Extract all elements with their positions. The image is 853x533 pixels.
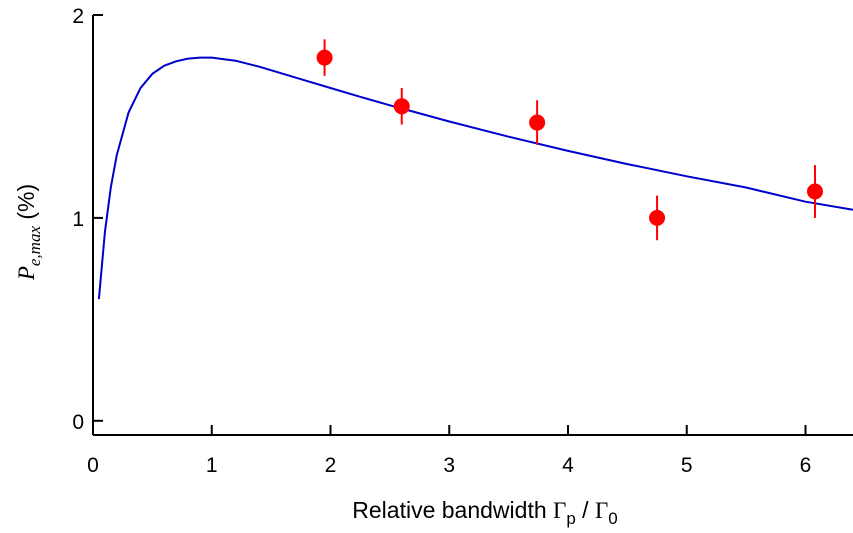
x-tick-label: 1 — [206, 454, 218, 477]
x-tick-label: 4 — [562, 454, 574, 477]
x-axis-label: Relative bandwidth Γp / Γ0 — [352, 497, 617, 528]
y-axis-label: Pe,max (%) — [13, 184, 44, 281]
model-curve-layer — [97, 56, 853, 300]
x-tick-label: 5 — [681, 454, 693, 477]
x-axis-ticks: 0 1 2 3 4 5 6 — [87, 425, 811, 477]
x-tick-label: 2 — [325, 454, 337, 477]
data-point-marker — [529, 114, 546, 131]
y-tick-label: 1 — [72, 208, 84, 231]
data-point-marker — [649, 209, 666, 226]
data-point — [649, 195, 666, 241]
y-label-symbol: P — [14, 266, 39, 281]
data-point-marker — [316, 49, 333, 66]
x-label-separator: / — [576, 497, 595, 523]
y-label-sub: e,max — [25, 226, 44, 267]
y-tick-label: 0 — [72, 411, 84, 434]
x-label-den-symbol: Γ — [595, 498, 608, 523]
data-point-marker — [807, 183, 823, 200]
data-point-marker — [393, 98, 410, 115]
x-label-prefix: Relative bandwidth — [352, 497, 553, 523]
y-label-unit: (%) — [13, 184, 39, 226]
data-point — [807, 165, 823, 218]
x-label-den-sub: 0 — [608, 509, 617, 528]
model-curve — [97, 56, 853, 300]
x-label-num-sub: p — [566, 509, 575, 528]
y-axis-ticks: 0 1 2 — [72, 5, 103, 434]
y-tick-label: 2 — [72, 5, 84, 28]
data-point — [316, 39, 333, 76]
x-tick-label: 3 — [443, 454, 455, 477]
x-tick-label: 6 — [800, 454, 812, 477]
axes — [92, 15, 853, 436]
data-point — [393, 88, 410, 125]
data-point — [529, 100, 546, 145]
x-tick-label: 0 — [87, 454, 99, 477]
x-label-num-symbol: Γ — [553, 498, 566, 523]
data-points-layer — [316, 39, 823, 241]
